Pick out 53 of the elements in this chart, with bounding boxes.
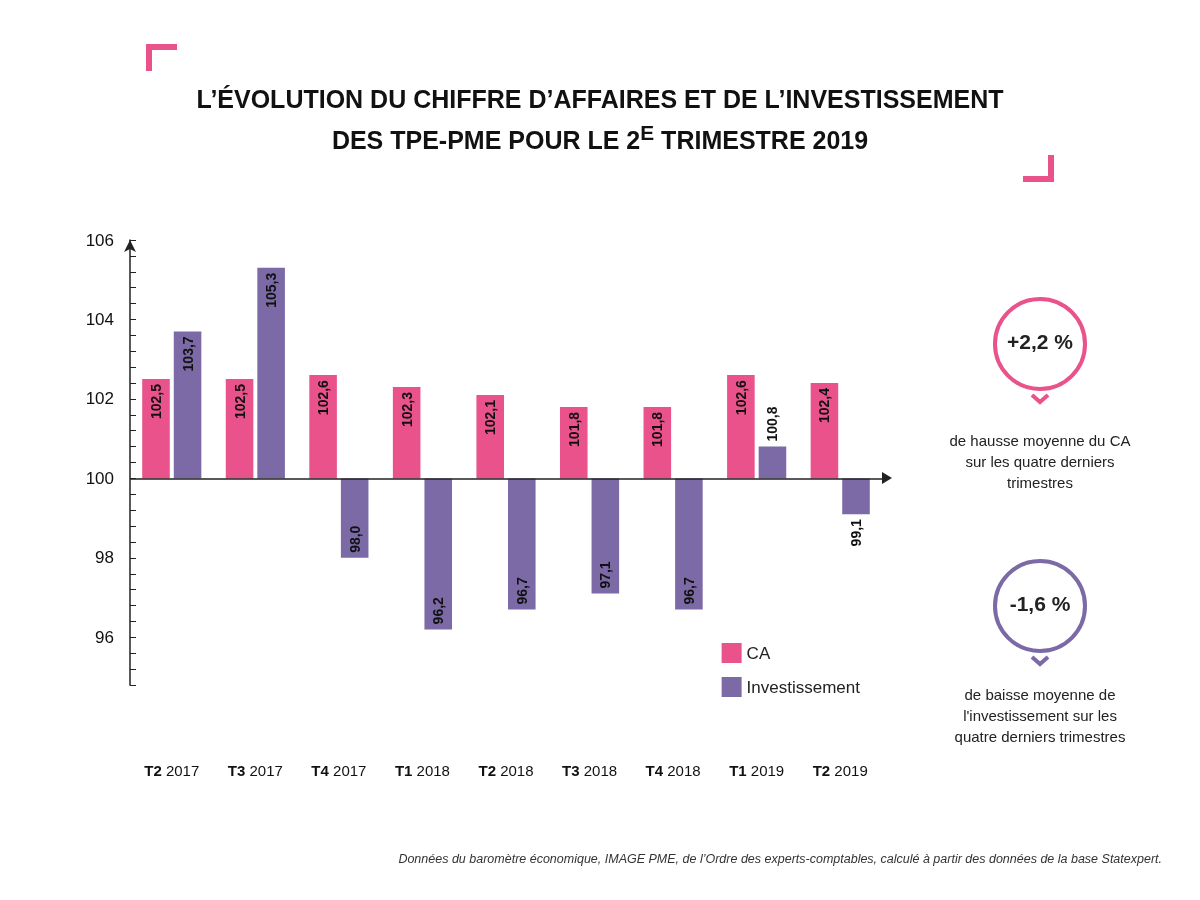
y-tick-label: 96 bbox=[95, 627, 114, 647]
data-label: 102,6 bbox=[315, 379, 332, 416]
bar bbox=[173, 331, 202, 479]
x-tick-label: T2 2017 bbox=[144, 762, 200, 779]
data-label: 103,7 bbox=[179, 336, 196, 372]
x-tick-label: T1 2019 bbox=[729, 762, 785, 779]
data-label: 101,8 bbox=[565, 411, 582, 447]
legend-label: CA bbox=[746, 643, 771, 663]
bar bbox=[675, 478, 703, 610]
y-tick-label: 104 bbox=[85, 309, 114, 329]
chart-title: L’ÉVOLUTION DU CHIFFRE D’AFFAIRES ET DE L’INVESTISSEMENT DES TPE-PME POUR LE 2$^{E}$ TRIMESTRE 2019 bbox=[195, 84, 1005, 157]
data-label: 96,7 bbox=[680, 577, 697, 605]
text: de hausse moyenne du CA sur les quatre derniers trimestres bbox=[948, 431, 1132, 493]
data-label: 102,4 bbox=[816, 387, 833, 424]
data-label: 102,5 bbox=[231, 383, 248, 420]
y-tick-label: 106 bbox=[85, 230, 114, 250]
bar bbox=[257, 267, 285, 479]
data-label: 102,3 bbox=[398, 391, 415, 428]
data-label: 105,3 bbox=[263, 272, 280, 308]
x-tick-label: T3 2017 bbox=[227, 762, 283, 779]
data-label: 97,1 bbox=[597, 561, 614, 589]
bar bbox=[727, 375, 755, 479]
x-tick-label: T2 2018 bbox=[478, 762, 534, 779]
data-label: 99,1 bbox=[848, 518, 865, 547]
text: -1,6 % bbox=[1008, 592, 1072, 615]
x-tick-label: T4 2017 bbox=[311, 762, 367, 779]
text: Données du baromètre économique, IMAGE PME, de l’Ordre des experts-comptables, calculé à partir des données de la base Statexpert. bbox=[398, 852, 1162, 866]
bar bbox=[758, 446, 787, 479]
data-label: 102,1 bbox=[482, 399, 499, 435]
bar bbox=[508, 478, 536, 610]
bar bbox=[591, 478, 620, 594]
text: de baisse moyenne de l'investissement sur les quatre derniers trimestres bbox=[953, 685, 1127, 747]
y-tick-label: 100 bbox=[85, 468, 114, 488]
x-tick-label: T1 2018 bbox=[394, 762, 450, 779]
y-tick-label: 98 bbox=[95, 548, 114, 568]
text: +2,2 % bbox=[1006, 330, 1074, 353]
bar bbox=[424, 478, 453, 630]
bar bbox=[476, 394, 504, 479]
data-label: 96,7 bbox=[513, 577, 530, 605]
bar bbox=[309, 375, 337, 479]
x-tick-label: T4 2018 bbox=[645, 762, 701, 779]
bar bbox=[142, 379, 170, 479]
x-tick-label: T2 2019 bbox=[812, 762, 868, 779]
y-tick-label: 102 bbox=[85, 389, 114, 409]
bar bbox=[842, 478, 870, 515]
data-label: 96,2 bbox=[430, 596, 447, 625]
data-label: 101,8 bbox=[649, 411, 666, 447]
x-tick-label: T3 2018 bbox=[562, 762, 618, 779]
data-label: 100,8 bbox=[764, 406, 781, 442]
legend-label: Investissement bbox=[746, 677, 861, 697]
data-label: 102,6 bbox=[732, 379, 749, 416]
data-label: 98,0 bbox=[346, 525, 363, 553]
data-label: 102,5 bbox=[147, 383, 164, 420]
